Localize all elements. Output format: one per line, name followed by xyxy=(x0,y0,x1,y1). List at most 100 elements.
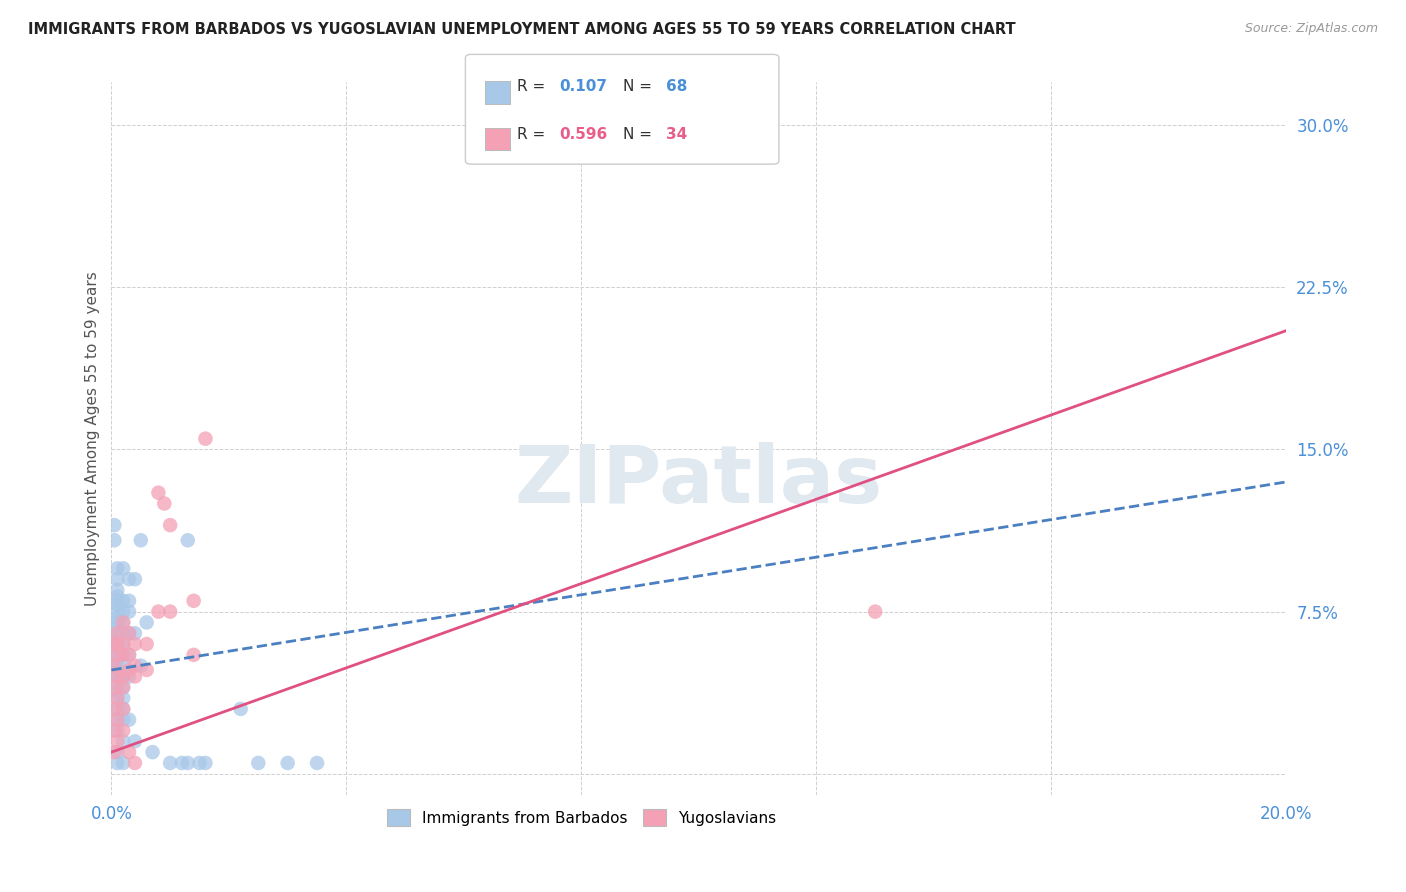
Point xyxy=(105,637,128,651)
Point xyxy=(112,658,135,673)
Point xyxy=(124,658,146,673)
Point xyxy=(112,723,135,738)
Point xyxy=(112,756,135,770)
Legend: Immigrants from Barbados, Yugoslavians: Immigrants from Barbados, Yugoslavians xyxy=(380,801,783,834)
Text: R =: R = xyxy=(517,128,551,143)
Point xyxy=(112,648,135,662)
Point xyxy=(105,654,128,668)
Point xyxy=(118,594,141,608)
Point xyxy=(105,713,128,727)
Point xyxy=(105,641,128,656)
Point xyxy=(103,637,125,651)
Point xyxy=(112,681,135,695)
Point xyxy=(105,594,128,608)
Point xyxy=(105,637,128,651)
Point xyxy=(103,533,125,548)
Text: 34: 34 xyxy=(666,128,688,143)
Text: R =: R = xyxy=(517,79,551,95)
Point xyxy=(112,702,135,716)
Text: 0.107: 0.107 xyxy=(560,79,607,95)
Point xyxy=(112,615,135,630)
Point xyxy=(112,594,135,608)
Point xyxy=(124,626,146,640)
Point xyxy=(118,745,141,759)
Point xyxy=(103,745,125,759)
Point xyxy=(112,561,135,575)
Point xyxy=(159,518,181,533)
Point xyxy=(105,702,128,716)
Point xyxy=(112,669,135,683)
Point xyxy=(129,658,152,673)
Point xyxy=(118,663,141,677)
Point xyxy=(112,734,135,748)
Point xyxy=(124,756,146,770)
Point xyxy=(112,691,135,706)
Point xyxy=(112,605,135,619)
Point xyxy=(153,496,176,510)
Point xyxy=(118,648,141,662)
Point xyxy=(105,572,128,586)
Point xyxy=(105,561,128,575)
Point xyxy=(112,713,135,727)
Text: N =: N = xyxy=(623,79,657,95)
Point xyxy=(105,745,128,759)
Point xyxy=(188,756,211,770)
Point xyxy=(135,615,157,630)
Point xyxy=(170,756,193,770)
Point xyxy=(112,681,135,695)
Point xyxy=(105,582,128,597)
Point xyxy=(105,590,128,604)
Point xyxy=(105,669,128,683)
Point xyxy=(118,626,141,640)
Point xyxy=(118,648,141,662)
Point xyxy=(105,615,128,630)
Point xyxy=(183,648,205,662)
Point xyxy=(103,723,125,738)
Point xyxy=(863,605,886,619)
Point xyxy=(194,756,217,770)
Point xyxy=(112,702,135,716)
Text: 0.596: 0.596 xyxy=(560,128,607,143)
Point xyxy=(105,611,128,625)
Point xyxy=(194,432,217,446)
Point xyxy=(124,734,146,748)
Point xyxy=(112,669,135,683)
Point xyxy=(129,533,152,548)
Point xyxy=(159,756,181,770)
Point xyxy=(105,626,128,640)
Point xyxy=(105,648,128,662)
Point xyxy=(247,756,270,770)
Point xyxy=(112,626,135,640)
Point xyxy=(105,691,128,706)
Text: ZIPatlas: ZIPatlas xyxy=(515,442,883,520)
Point xyxy=(277,756,299,770)
Point xyxy=(105,676,128,690)
Point xyxy=(105,756,128,770)
Point xyxy=(105,648,128,662)
Point xyxy=(105,684,128,698)
Point xyxy=(112,615,135,630)
Point xyxy=(112,637,135,651)
Point xyxy=(105,723,128,738)
Point xyxy=(105,632,128,647)
Point xyxy=(183,594,205,608)
Point xyxy=(135,637,157,651)
Point xyxy=(105,605,128,619)
Point xyxy=(159,605,181,619)
Point xyxy=(135,663,157,677)
Point xyxy=(103,658,125,673)
Point xyxy=(105,598,128,612)
Point xyxy=(305,756,328,770)
Point xyxy=(105,658,128,673)
Text: IMMIGRANTS FROM BARBADOS VS YUGOSLAVIAN UNEMPLOYMENT AMONG AGES 55 TO 59 YEARS C: IMMIGRANTS FROM BARBADOS VS YUGOSLAVIAN … xyxy=(28,22,1015,37)
Point xyxy=(124,572,146,586)
Point xyxy=(103,518,125,533)
Point xyxy=(118,669,141,683)
Point xyxy=(105,691,128,706)
Text: Source: ZipAtlas.com: Source: ZipAtlas.com xyxy=(1244,22,1378,36)
Point xyxy=(105,620,128,634)
Point xyxy=(105,734,128,748)
Point xyxy=(103,681,125,695)
Point xyxy=(105,626,128,640)
Point xyxy=(105,663,128,677)
